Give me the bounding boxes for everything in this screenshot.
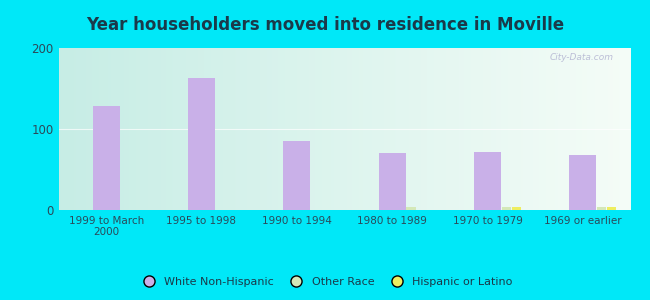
Bar [474,152,501,210]
Bar [283,141,310,210]
Bar [512,207,521,210]
Bar [597,207,606,210]
Bar [607,207,616,210]
Text: Year householders moved into residence in Moville: Year householders moved into residence i… [86,16,564,34]
Bar [406,207,415,210]
Bar [379,153,406,210]
Bar [569,155,596,210]
Bar [502,207,511,210]
Text: City-Data.com: City-Data.com [549,53,614,62]
Bar [93,106,120,210]
Legend: White Non-Hispanic, Other Race, Hispanic or Latino: White Non-Hispanic, Other Race, Hispanic… [133,273,517,291]
Bar [188,78,215,210]
